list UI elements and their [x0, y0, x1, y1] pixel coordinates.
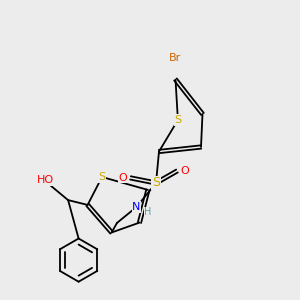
Text: S: S [98, 172, 106, 182]
Text: HO: HO [36, 175, 54, 185]
Text: H: H [144, 207, 152, 218]
Text: O: O [180, 166, 189, 176]
Text: S: S [152, 176, 160, 190]
Text: O: O [118, 173, 127, 183]
Text: S: S [174, 115, 182, 125]
Text: N: N [132, 202, 141, 212]
Text: Br: Br [169, 53, 181, 64]
